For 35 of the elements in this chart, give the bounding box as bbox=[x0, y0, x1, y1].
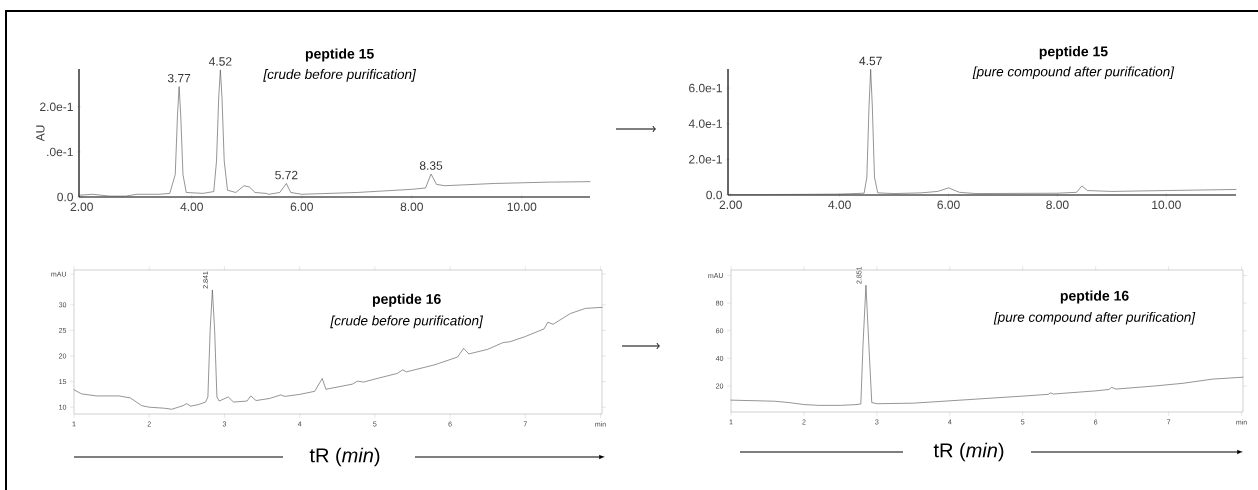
annotation: 4.57 bbox=[859, 56, 882, 66]
y-tick-label: 2.0e-1 bbox=[689, 155, 722, 164]
x-tick-label: 10.00 bbox=[507, 202, 537, 212]
chart-title: peptide 15 bbox=[305, 48, 374, 62]
y-tick-label: 4.0e-1 bbox=[688, 119, 722, 128]
text: peptide 16 bbox=[1060, 290, 1129, 304]
line-series bbox=[78, 69, 591, 197]
x-tick-label: 6.00 bbox=[290, 202, 313, 212]
annotation: 5.72 bbox=[275, 170, 298, 180]
y-tick-label: 6.0e-1 bbox=[689, 83, 722, 93]
x-tick-label: 2.00 bbox=[719, 200, 742, 210]
x-axis-title: tR (min) bbox=[309, 447, 380, 467]
x-tick-label: 4.00 bbox=[828, 200, 851, 210]
x-tick-label: 8.00 bbox=[400, 202, 423, 212]
y-tick-label: 2.0e-1 bbox=[40, 102, 73, 112]
chart-subtitle: [crude before purification] bbox=[263, 69, 417, 82]
y-tick-label: 0.0 bbox=[57, 192, 73, 202]
y-tick-label: 0.0 bbox=[706, 190, 723, 200]
annotation: 4.52 bbox=[208, 57, 232, 66]
x-axis-title: tR (min) bbox=[933, 442, 1004, 462]
y-axis-title: AU bbox=[36, 125, 45, 142]
x-tick-label: 10.00 bbox=[1152, 200, 1181, 210]
x-tick-label: 8.00 bbox=[1046, 200, 1069, 210]
annotation: 8.35 bbox=[419, 161, 443, 170]
chart-title: peptide 15 bbox=[1039, 46, 1108, 60]
text: peptide 16 bbox=[372, 293, 441, 307]
x-tick-label: 6.00 bbox=[937, 200, 960, 210]
chart-subtitle: [pure compound after purification] bbox=[972, 66, 1175, 80]
x-tick-label: 2.00 bbox=[70, 202, 93, 212]
annotation: 3.77 bbox=[167, 73, 191, 83]
text: [pure compound after purification] bbox=[993, 311, 1196, 325]
text: [crude before purification] bbox=[330, 315, 484, 329]
x-tick-label: 4.00 bbox=[180, 202, 203, 212]
line-series bbox=[73, 289, 603, 410]
y-tick-label: .0e-1 bbox=[47, 147, 73, 157]
